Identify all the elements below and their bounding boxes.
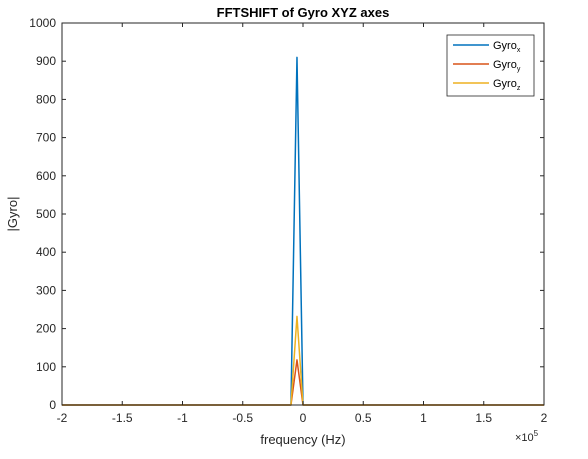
y-tick-label: 600 xyxy=(36,169,56,183)
x-tick-label: 1.5 xyxy=(475,411,492,425)
x-tick-label: 0 xyxy=(300,411,307,425)
x-tick-label: 2 xyxy=(541,411,548,425)
legend-label-name: Gyro xyxy=(493,40,517,52)
y-tick-label: 300 xyxy=(36,283,56,297)
x-tick-label: 0.5 xyxy=(355,411,372,425)
y-tick-label: 700 xyxy=(36,131,56,145)
y-tick-label: 800 xyxy=(36,92,56,106)
legend-label-name: Gyro xyxy=(493,59,517,71)
legend-label-gyro-z: Gyroz xyxy=(493,78,521,92)
x-tick-label: -1 xyxy=(177,411,188,425)
y-tick-label: 900 xyxy=(36,54,56,68)
legend-box xyxy=(446,34,535,97)
legend-label-subscript: x xyxy=(517,47,521,54)
y-tick-label: 100 xyxy=(36,360,56,374)
y-tick-label: 500 xyxy=(36,207,56,221)
ticks-layer: -2 -1.5 -1 -0.5 0 0.5 1 1.5 2 0 100 200 300 400 500 600… xyxy=(29,16,547,425)
x-tick-label: -1.5 xyxy=(112,411,133,425)
y-tick-label: 1000 xyxy=(29,16,56,30)
y-tick-label: 400 xyxy=(36,245,56,259)
legend-label-gyro-y: Gyroy xyxy=(493,59,521,73)
axes-box xyxy=(61,22,545,406)
y-tick-label: 200 xyxy=(36,322,56,336)
x-axis-label: frequency (Hz) xyxy=(260,432,345,447)
x-tick-label: -0.5 xyxy=(232,411,253,425)
x-tick-label: -2 xyxy=(57,411,68,425)
legend-label-name: Gyro xyxy=(493,78,517,90)
chart-title: FFTSHIFT of Gyro XYZ axes xyxy=(217,5,390,20)
legend-label-subscript: y xyxy=(517,66,521,73)
legend-label-subscript: z xyxy=(517,85,521,92)
x-tick-label: 1 xyxy=(420,411,427,425)
x-axis-multiplier-exponent: 5 xyxy=(534,429,539,438)
y-tick-label: 0 xyxy=(49,398,56,412)
y-axis-label: |Gyro| xyxy=(5,197,20,232)
legend-label-gyro-x: Gyrox xyxy=(493,40,521,54)
x-axis-multiplier: ×105 xyxy=(515,429,539,444)
x-axis-multiplier-base: ×10 xyxy=(515,432,534,444)
